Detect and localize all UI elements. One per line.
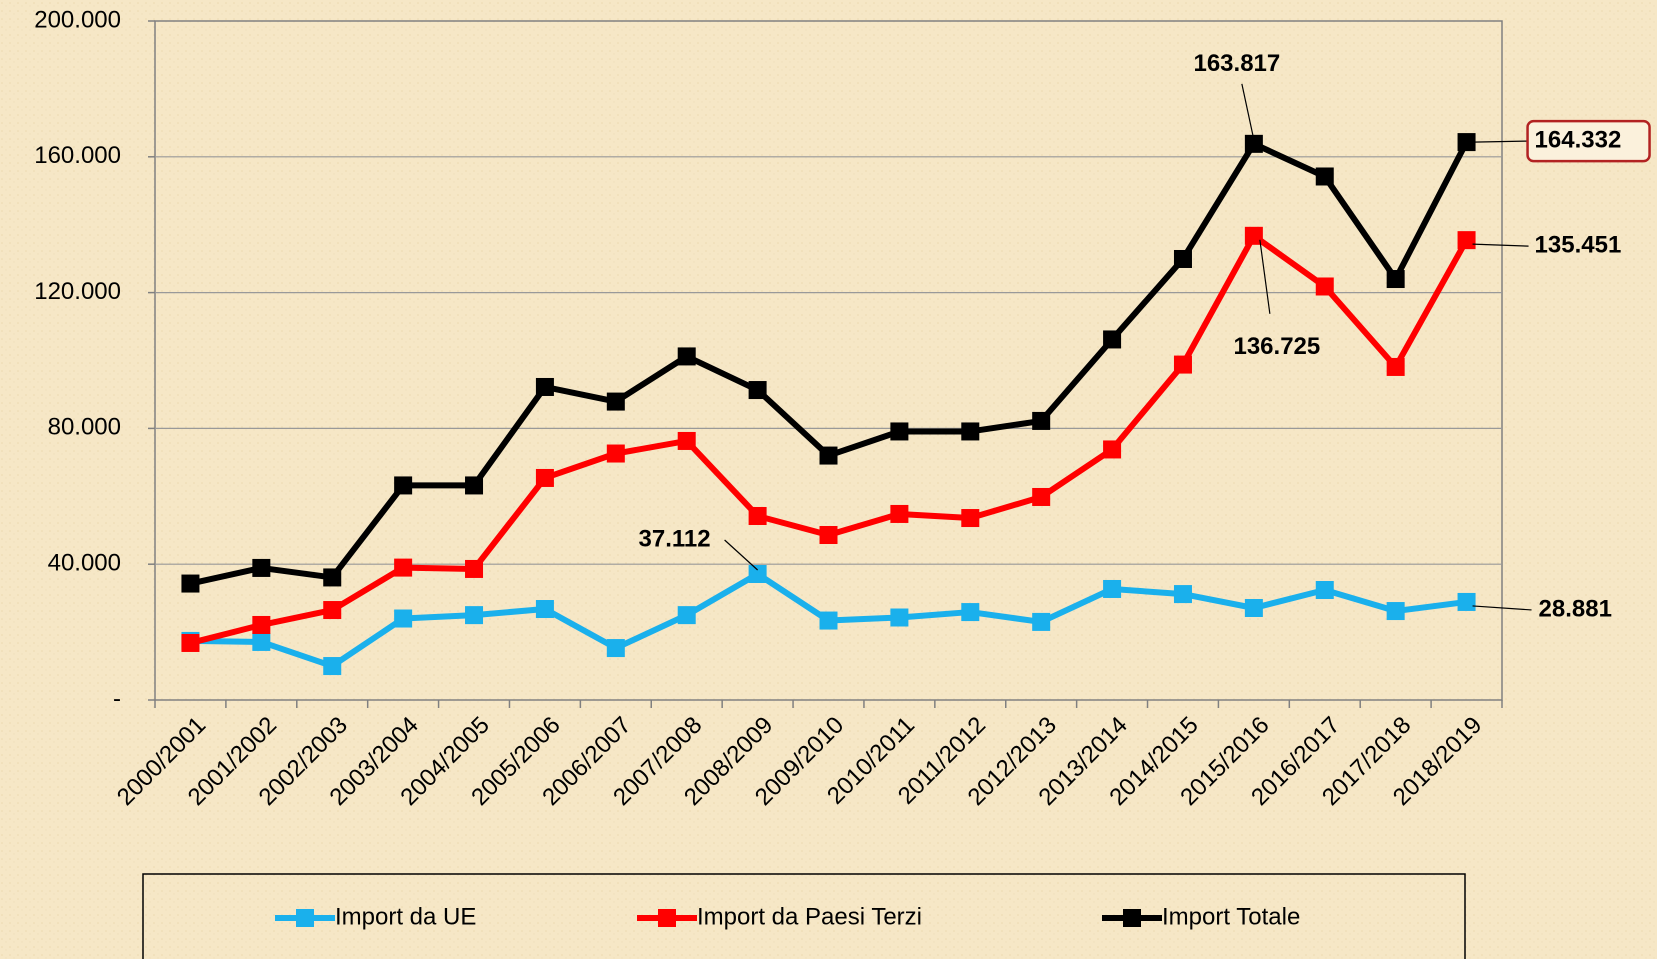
leader-line (1472, 140, 1527, 143)
marker (890, 504, 909, 523)
marker (677, 606, 696, 625)
marker (819, 446, 838, 465)
legend-label: Import da UE (335, 903, 476, 930)
marker (252, 632, 271, 651)
data-label: 37.112 (639, 525, 711, 552)
data-label: 136.725 (1233, 333, 1320, 360)
label-box (1526, 119, 1651, 163)
marker (535, 468, 554, 487)
marker (1457, 133, 1476, 152)
marker (606, 639, 625, 658)
marker (890, 422, 909, 441)
marker (1173, 355, 1192, 374)
marker (1386, 357, 1405, 376)
marker (252, 615, 271, 634)
marker (1103, 579, 1122, 598)
y-tick-label: 160.000 (34, 142, 121, 169)
marker (890, 608, 909, 627)
data-label: 164.332 (1535, 126, 1622, 153)
data-label: 28.881 (1539, 595, 1612, 622)
marker (961, 603, 980, 622)
legend-marker (658, 909, 676, 927)
marker (606, 392, 625, 411)
marker (535, 377, 554, 396)
y-tick-label: 80.000 (48, 414, 121, 441)
marker (1386, 270, 1405, 289)
marker (1457, 592, 1476, 611)
y-tick-label: 40.000 (48, 550, 121, 577)
marker (535, 600, 554, 619)
leader-line (1241, 83, 1255, 140)
marker (1244, 598, 1263, 617)
marker (1173, 585, 1192, 604)
marker (181, 633, 200, 652)
data-label: 163.817 (1193, 50, 1280, 77)
marker (181, 574, 200, 593)
marker (1386, 602, 1405, 621)
marker (465, 606, 484, 625)
marker (323, 657, 342, 676)
plot-area (154, 20, 1503, 701)
marker (1103, 440, 1122, 459)
marker (677, 347, 696, 366)
marker (465, 476, 484, 495)
marker (1032, 487, 1051, 506)
marker (1032, 411, 1051, 430)
leader-line (1472, 243, 1529, 247)
marker (748, 381, 767, 400)
legend-box (142, 873, 1466, 959)
leader-line (1259, 239, 1271, 314)
marker (1032, 612, 1051, 631)
marker (748, 565, 767, 584)
marker (1103, 330, 1122, 349)
legend-marker (1123, 909, 1141, 927)
marker (1315, 167, 1334, 186)
data-label: 135.451 (1535, 231, 1622, 258)
marker (394, 558, 413, 577)
legend-marker (296, 909, 314, 927)
marker (465, 559, 484, 578)
y-tick-label: 200.000 (34, 6, 121, 33)
leader-line (724, 539, 759, 571)
marker (819, 611, 838, 630)
marker (677, 431, 696, 450)
marker (961, 422, 980, 441)
marker (1315, 581, 1334, 600)
marker (252, 558, 271, 577)
marker (1244, 226, 1263, 245)
marker (961, 509, 980, 528)
leader-line (1472, 605, 1532, 611)
marker (748, 506, 767, 525)
marker (1315, 277, 1334, 296)
marker (394, 609, 413, 628)
marker (1244, 134, 1263, 153)
legend-label: Import da Paesi Terzi (697, 903, 922, 930)
legend-label: Import Totale (1162, 903, 1300, 930)
y-tick-label: - (113, 685, 121, 712)
marker (394, 476, 413, 495)
marker (323, 568, 342, 587)
marker (323, 601, 342, 620)
marker (1457, 231, 1476, 250)
marker (606, 444, 625, 463)
y-tick-label: 120.000 (34, 278, 121, 305)
marker (819, 526, 838, 545)
marker (1173, 249, 1192, 268)
